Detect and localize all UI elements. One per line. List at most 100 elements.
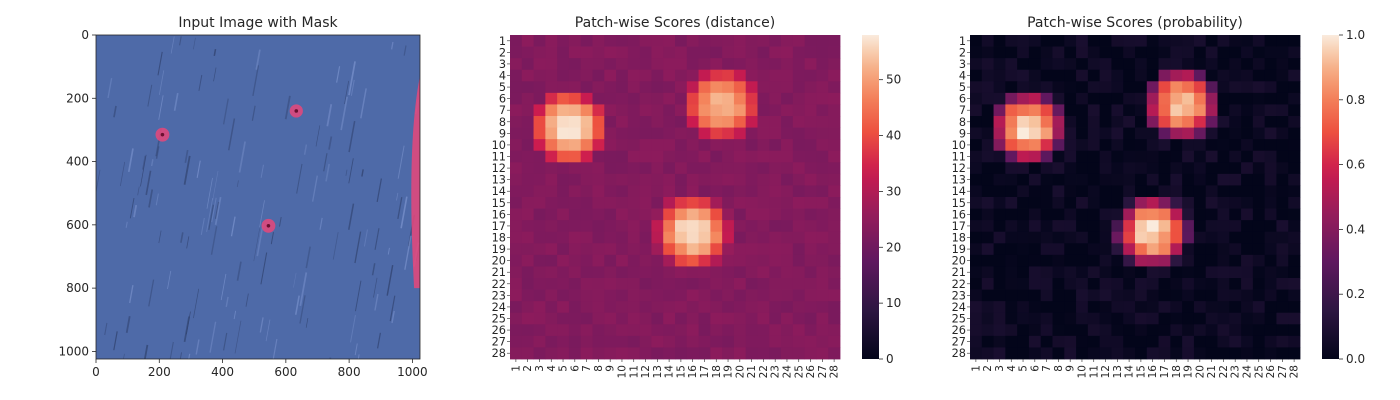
heatmap-cell bbox=[769, 46, 782, 59]
heatmap-cell bbox=[981, 266, 994, 279]
heatmap-cell bbox=[1288, 266, 1301, 279]
heatmap-cell bbox=[1099, 289, 1112, 302]
heatmap-cell bbox=[533, 301, 546, 314]
heatmap-cell bbox=[1017, 139, 1030, 152]
heatmap-cell bbox=[533, 150, 546, 163]
heatmap-cell bbox=[1028, 335, 1042, 348]
fabric-streak bbox=[233, 310, 237, 320]
heatmap-cell bbox=[651, 150, 664, 163]
heatmap-cell bbox=[1229, 69, 1242, 82]
heatmap-cell bbox=[745, 46, 758, 59]
heatmap-cell bbox=[604, 278, 617, 290]
heatmap-cell bbox=[1017, 116, 1030, 128]
heatmap-cell bbox=[675, 289, 688, 302]
heatmap-cell bbox=[651, 116, 664, 128]
heatmap-cell bbox=[1241, 220, 1254, 233]
heatmap-cell bbox=[1146, 69, 1159, 82]
heatmap-cell bbox=[1076, 197, 1089, 209]
heatmap-cell bbox=[1005, 231, 1018, 244]
heatmap-cell bbox=[1193, 162, 1207, 175]
heatmap-cell bbox=[639, 208, 652, 221]
heatmap-cell bbox=[733, 266, 747, 279]
heatmap-cell bbox=[828, 220, 841, 233]
heatmap-cell bbox=[1123, 278, 1136, 290]
heatmap-cell bbox=[745, 243, 758, 256]
heatmap-cell bbox=[557, 335, 570, 348]
heatmap-cell bbox=[1087, 127, 1101, 140]
fabric-streak bbox=[142, 155, 146, 170]
heatmap-cell bbox=[1182, 254, 1195, 267]
heatmap-cell bbox=[769, 220, 782, 233]
heatmap-cell bbox=[545, 116, 558, 128]
heatmap-cell bbox=[1252, 347, 1266, 360]
heatmap-cell bbox=[533, 335, 546, 348]
heatmap-cell bbox=[1146, 139, 1159, 152]
heatmap-cell bbox=[1017, 324, 1030, 337]
x-tick-label: 20 bbox=[734, 365, 746, 378]
heatmap-cell bbox=[568, 231, 582, 244]
heatmap-cell bbox=[1135, 197, 1148, 209]
heatmap-distance-y-axis: 1234567891011121314151617181920212223242… bbox=[492, 35, 510, 360]
heatmap-cell bbox=[557, 243, 570, 256]
heatmap-cell bbox=[1052, 220, 1065, 233]
heatmap-cell bbox=[993, 347, 1006, 360]
heatmap-cell bbox=[1052, 104, 1065, 117]
heatmap-cell bbox=[1229, 266, 1242, 279]
fabric-streak bbox=[389, 295, 396, 322]
heatmap-cell bbox=[733, 220, 747, 233]
heatmap-cell bbox=[733, 254, 747, 267]
y-tick-label: 11 bbox=[952, 151, 966, 164]
heatmap-cell bbox=[592, 197, 605, 209]
heatmap-cell bbox=[510, 208, 523, 221]
heatmap-cell bbox=[604, 173, 617, 186]
heatmap-cell bbox=[745, 289, 758, 302]
heatmap-cell bbox=[1087, 150, 1101, 163]
heatmap-cell bbox=[675, 266, 688, 279]
heatmap-cell bbox=[781, 58, 794, 71]
heatmap-cell bbox=[804, 46, 817, 59]
heatmap-cell bbox=[1229, 301, 1242, 314]
heatmap-cell bbox=[616, 46, 629, 59]
heatmap-cell bbox=[1052, 335, 1065, 348]
heatmap-cell bbox=[675, 278, 688, 290]
y-tick-label: 24 bbox=[952, 301, 966, 314]
x-tick-label: 1 bbox=[970, 365, 982, 372]
heatmap-cell bbox=[1064, 312, 1077, 325]
heatmap-cell bbox=[733, 92, 747, 105]
heatmap-cell bbox=[1264, 220, 1277, 233]
heatmap-cell bbox=[1005, 69, 1018, 82]
heatmap-cell bbox=[1005, 81, 1018, 94]
heatmap-cell bbox=[1229, 35, 1242, 47]
heatmap-cell bbox=[1146, 35, 1159, 47]
heatmap-cell bbox=[510, 289, 523, 302]
heatmap-cell bbox=[639, 92, 652, 105]
heatmap-cell bbox=[580, 208, 593, 221]
heatmap-cell bbox=[722, 324, 735, 337]
heatmap-cell bbox=[1052, 35, 1065, 47]
heatmap-cell bbox=[1170, 289, 1183, 302]
heatmap-cell bbox=[1123, 139, 1136, 152]
heatmap-cell bbox=[1123, 150, 1136, 163]
fabric-streak bbox=[315, 125, 321, 147]
heatmap-cell bbox=[1076, 289, 1089, 302]
heatmap-cell bbox=[993, 197, 1006, 209]
fabric-streak bbox=[113, 331, 118, 351]
fabric-streak bbox=[390, 41, 394, 50]
heatmap-cell bbox=[1028, 289, 1042, 302]
heatmap-cell bbox=[616, 81, 629, 94]
heatmap-cell bbox=[745, 301, 758, 314]
heatmap-cell bbox=[1217, 139, 1230, 152]
heatmap-cell bbox=[651, 104, 664, 117]
heatmap-cell bbox=[828, 266, 841, 279]
heatmap-cell bbox=[568, 81, 582, 94]
y-tick-label: 26 bbox=[492, 324, 506, 337]
y-tick-label: 7 bbox=[959, 104, 966, 117]
heatmap-cell bbox=[757, 92, 770, 105]
heatmap-cell bbox=[639, 162, 652, 175]
heatmap-cell bbox=[698, 301, 711, 314]
heatmap-cell bbox=[781, 139, 794, 152]
fabric-streak bbox=[345, 169, 348, 176]
heatmap-cell bbox=[1028, 243, 1042, 256]
heatmap-cell bbox=[568, 150, 582, 163]
x-tick-label: 10 bbox=[1076, 365, 1088, 378]
